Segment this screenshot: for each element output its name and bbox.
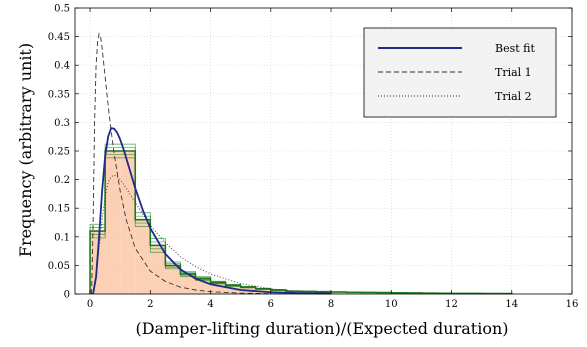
x-tick-label: 10 bbox=[385, 299, 398, 310]
legend-label-trial-1: Trial 1 bbox=[495, 66, 532, 79]
y-tick-label: 0.35 bbox=[48, 89, 70, 100]
x-tick-label: 14 bbox=[505, 299, 518, 310]
x-tick-label: 6 bbox=[268, 299, 274, 310]
x-tick-label: 0 bbox=[87, 299, 93, 310]
y-tick-label: 0 bbox=[64, 290, 70, 301]
y-tick-label: 0.5 bbox=[54, 4, 70, 15]
histogram-bar bbox=[120, 151, 135, 294]
x-tick-label: 2 bbox=[147, 299, 153, 310]
x-tick-label: 16 bbox=[566, 299, 579, 310]
y-tick-label: 0.2 bbox=[54, 175, 70, 186]
legend-label-best-fit: Best fit bbox=[495, 42, 535, 55]
x-tick-label: 8 bbox=[328, 299, 334, 310]
y-tick-label: 0.45 bbox=[48, 32, 70, 43]
y-tick-label: 0.1 bbox=[54, 232, 70, 243]
histogram-bar bbox=[165, 265, 180, 294]
x-tick-label: 4 bbox=[207, 299, 213, 310]
y-tick-label: 0.25 bbox=[48, 147, 70, 158]
y-tick-label: 0.05 bbox=[48, 261, 70, 272]
y-tick-label: 0.3 bbox=[54, 118, 70, 129]
y-tick-label: 0.15 bbox=[48, 204, 70, 215]
histogram-bar bbox=[105, 151, 120, 294]
x-axis-title: (Damper-lifting duration)/(Expected dura… bbox=[135, 319, 508, 338]
histogram-bar bbox=[150, 245, 165, 294]
legend-label-trial-2: Trial 2 bbox=[495, 90, 532, 103]
x-tick-label: 12 bbox=[445, 299, 458, 310]
histogram-bar bbox=[135, 220, 150, 294]
legend: Best fit Trial 1 Trial 2 bbox=[364, 28, 556, 117]
y-axis-title: Frequency (arbitrary unit) bbox=[16, 43, 35, 257]
y-tick-label: 0.4 bbox=[54, 61, 70, 72]
